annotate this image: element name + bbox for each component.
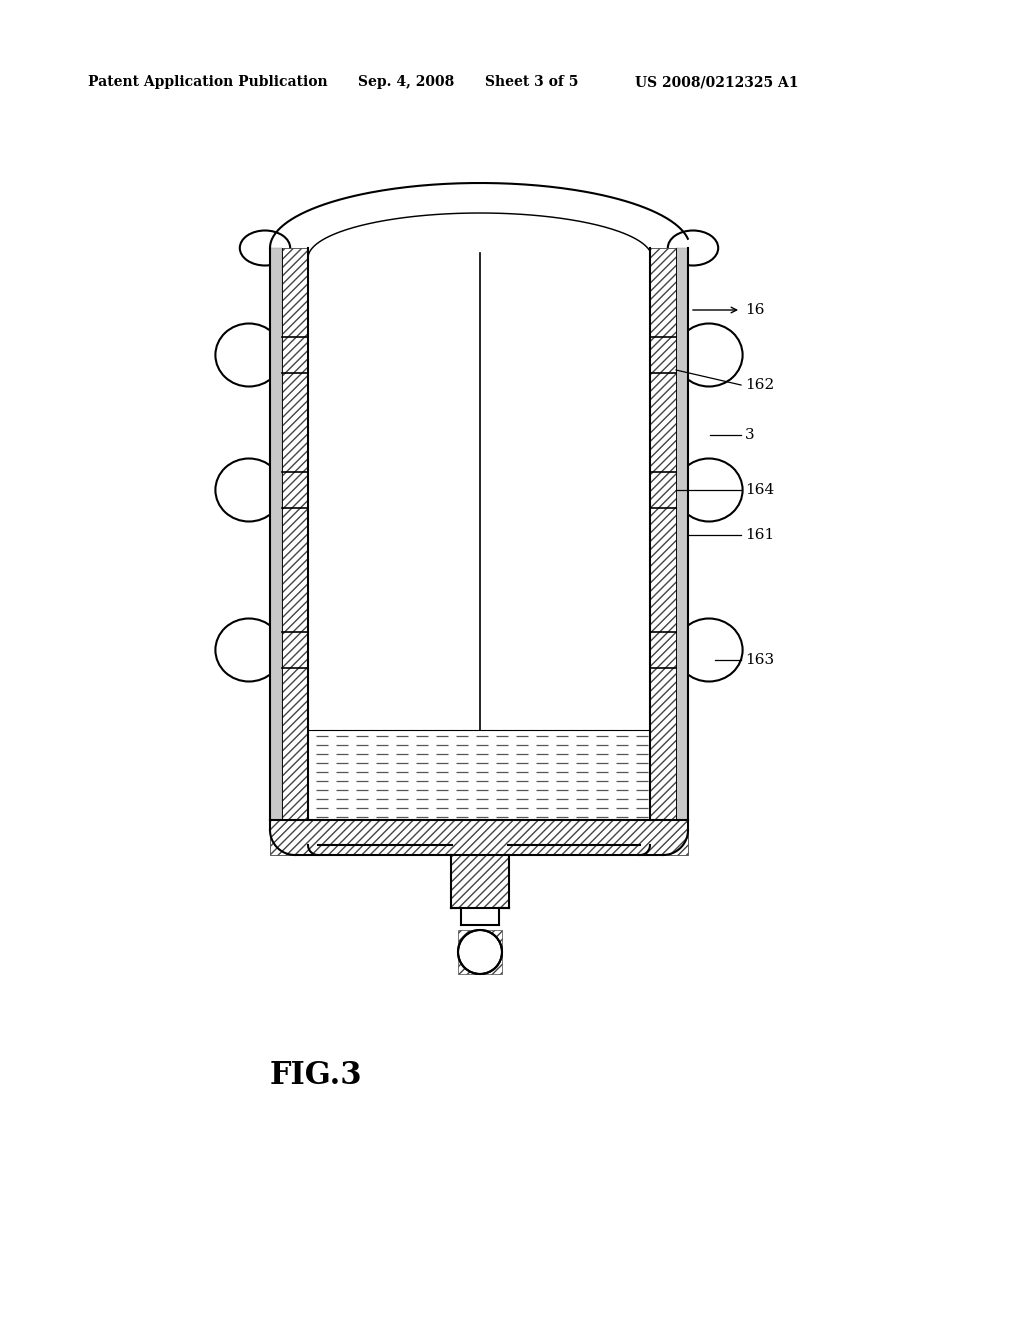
Text: Sep. 4, 2008: Sep. 4, 2008: [358, 75, 455, 88]
Text: FIG.3: FIG.3: [270, 1060, 362, 1090]
Text: 161: 161: [745, 528, 774, 543]
Ellipse shape: [215, 458, 283, 521]
Bar: [270, 820, 688, 855]
Text: 164: 164: [745, 483, 774, 498]
Text: 163: 163: [745, 653, 774, 667]
Text: Sheet 3 of 5: Sheet 3 of 5: [485, 75, 579, 88]
Text: 162: 162: [745, 378, 774, 392]
Ellipse shape: [676, 458, 742, 521]
Ellipse shape: [215, 619, 283, 681]
Bar: [676, 248, 688, 820]
Ellipse shape: [215, 323, 283, 387]
Text: 3: 3: [745, 428, 755, 442]
Bar: [650, 248, 676, 820]
Text: Patent Application Publication: Patent Application Publication: [88, 75, 328, 88]
Ellipse shape: [676, 619, 742, 681]
Bar: [270, 248, 282, 820]
Bar: [458, 931, 502, 974]
Bar: [451, 855, 509, 908]
Ellipse shape: [668, 231, 718, 265]
Circle shape: [458, 931, 502, 974]
Text: US 2008/0212325 A1: US 2008/0212325 A1: [635, 75, 799, 88]
Text: 16: 16: [745, 304, 765, 317]
Ellipse shape: [240, 231, 290, 265]
Ellipse shape: [676, 323, 742, 387]
Bar: [282, 248, 308, 820]
